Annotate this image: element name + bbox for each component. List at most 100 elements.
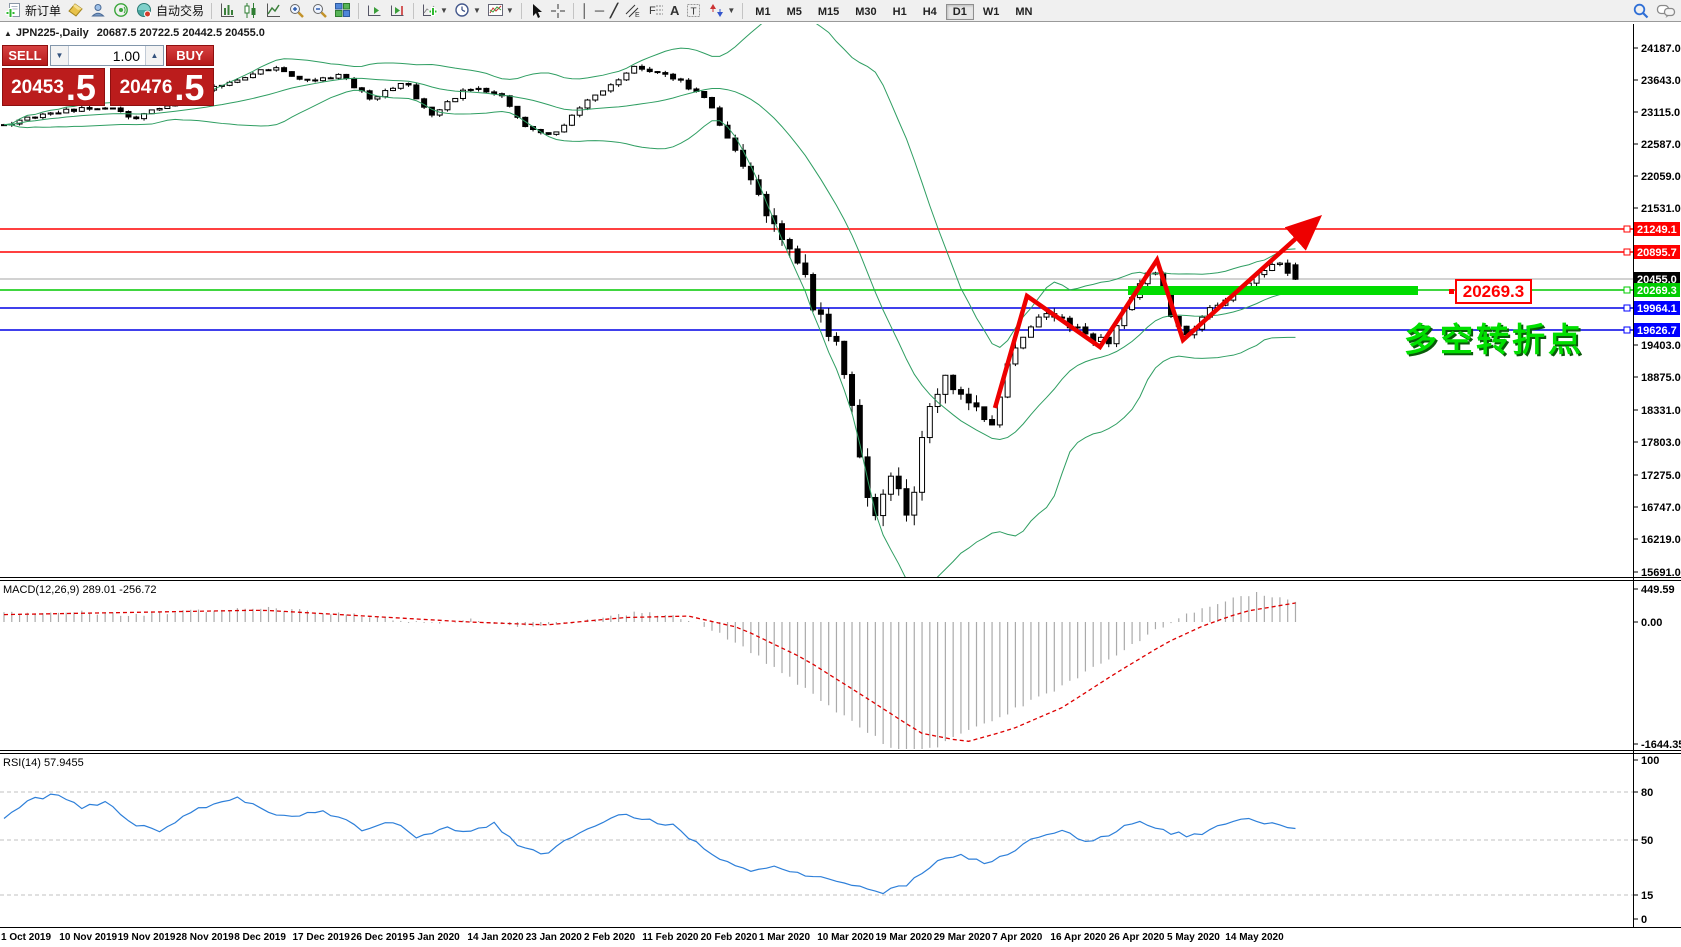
price-badge — [1634, 323, 1680, 337]
text-label-tool[interactable]: T — [682, 1, 705, 21]
axis-tick-label: 24187.0 — [1641, 43, 1681, 55]
date-label: 14 May 2020 — [1225, 932, 1284, 943]
trend-zigzag-arrow — [992, 214, 1323, 409]
buy-price-frac: .5 — [174, 66, 205, 108]
arrows-tool[interactable]: ▼ — [705, 1, 738, 21]
timeframe-button-W1[interactable]: W1 — [982, 5, 1000, 18]
search-button[interactable] — [1629, 1, 1653, 21]
support-zone-band — [1128, 286, 1418, 295]
timeframe-button-H4[interactable]: H4 — [922, 5, 937, 18]
date-label: 26 Apr 2020 — [1109, 932, 1165, 943]
text-icon: A — [669, 3, 680, 18]
tile-windows-icon — [335, 3, 351, 17]
sell-price[interactable]: 20453 .5 — [2, 68, 105, 106]
arrows-icon — [710, 4, 724, 17]
navigator-button[interactable] — [87, 1, 110, 21]
line-anchor-square — [1623, 286, 1631, 294]
one-click-trading-widget: SELL ▼ 1.00 ▲ BUY 20453 .5 20476 .5 — [2, 45, 214, 106]
axis-tick-label: 17275.0 — [1641, 470, 1681, 482]
periods-button[interactable]: ▼ — [451, 1, 484, 21]
timeframe-button-M15[interactable]: M15 — [817, 5, 840, 18]
person-icon — [91, 4, 105, 17]
axis-tick-label: -1644.35 — [1641, 739, 1681, 751]
buy-price-int: 20476 — [119, 77, 173, 98]
chart-shift-button[interactable] — [386, 1, 409, 21]
price-chart-panel[interactable] — [0, 24, 1633, 588]
templates-button[interactable]: ▼ — [484, 1, 517, 21]
metaeditor-button[interactable] — [64, 1, 87, 21]
volume-increase-button[interactable]: ▲ — [145, 46, 163, 65]
auto-trading-button[interactable]: 自动交易 — [133, 1, 207, 21]
candlestick-chart-button[interactable] — [239, 1, 262, 21]
trendline-tool[interactable]: ╱ — [607, 1, 621, 21]
buy-button[interactable]: BUY — [166, 45, 214, 66]
axis-tick-label: 80 — [1641, 787, 1653, 799]
macd-panel[interactable] — [3, 592, 1297, 749]
svg-text:T: T — [691, 7, 697, 18]
new-order-label: 新订单 — [25, 4, 62, 18]
sell-price-int: 20453 — [11, 77, 64, 98]
signal-button[interactable] — [110, 1, 133, 21]
macd-histogram — [3, 592, 1297, 749]
horizontal-line-tool[interactable]: ─ — [592, 1, 607, 21]
new-order-button[interactable]: 新订单 — [2, 1, 64, 21]
clock-icon — [455, 3, 469, 17]
tile-windows-button[interactable] — [331, 1, 354, 21]
axis-tick-label: 22059.0 — [1641, 171, 1681, 183]
bar-chart-button[interactable] — [216, 1, 239, 21]
dropdown-caret-icon: ▼ — [472, 6, 481, 15]
line-anchor-square — [1623, 326, 1631, 334]
chat-button[interactable] — [1653, 1, 1679, 21]
date-axis[interactable]: 1 Oct 2019 10 Nov 2019 19 Nov 2019 28 Nov 2… — [1, 932, 1284, 943]
indicators-button[interactable]: ▼ — [418, 1, 451, 21]
date-label: 11 Feb 2020 — [642, 932, 699, 943]
zoom-out-button[interactable] — [308, 1, 331, 21]
timeframe-button-D1[interactable]: D1 — [945, 3, 974, 20]
rsi-line — [3, 793, 1296, 895]
crosshair-button[interactable] — [547, 1, 569, 21]
fibonacci-tool[interactable]: F — [644, 1, 667, 21]
date-label: 5 May 2020 — [1167, 932, 1220, 943]
auto-scroll-icon — [368, 5, 381, 16]
axis-tick-label: 22587.0 — [1641, 139, 1681, 151]
channel-tool[interactable]: E — [621, 1, 644, 21]
date-label: 26 Dec 2019 — [351, 932, 409, 943]
gold-rhombus-icon — [68, 3, 83, 17]
chat-icon — [1656, 4, 1676, 18]
indicators-icon — [423, 4, 438, 16]
line-chart-button[interactable] — [262, 1, 285, 21]
timeframe-button-MN[interactable]: MN — [1015, 5, 1033, 18]
cursor-button[interactable] — [526, 1, 547, 21]
line-anchor-square — [1623, 225, 1631, 233]
volume-decrease-button[interactable]: ▼ — [51, 46, 69, 65]
date-label: 23 Jan 2020 — [526, 932, 583, 943]
price-axis[interactable]: 24187.0 23643.0 23115.0 22587.0 22059.0 21531… — [0, 24, 1681, 928]
buy-price[interactable]: 20476 .5 — [110, 68, 214, 106]
dropdown-caret-icon: ▼ — [505, 6, 514, 15]
auto-scroll-button[interactable] — [363, 1, 386, 21]
chart-header: ▲ JPN225-,Daily 20687.5 20722.5 20442.5 … — [4, 27, 265, 39]
label-icon: T — [687, 4, 701, 18]
main-toolbar: 新订单 自动交易 ▼ ▼ — [0, 0, 1681, 22]
timeframe-button-M1[interactable]: M1 — [755, 5, 771, 18]
vertical-line-tool[interactable]: │ — [578, 1, 592, 21]
axis-tick-label: 23115.0 — [1641, 107, 1680, 119]
chart-symbol-label: JPN225-,Daily — [15, 27, 89, 39]
volume-input[interactable]: 1.00 — [112, 47, 140, 64]
bollinger-band-line — [3, 24, 1296, 348]
chart-canvas[interactable]: 24187.0 23643.0 23115.0 22587.0 22059.0 21531… — [0, 24, 1681, 947]
timeframe-button-H1[interactable]: H1 — [892, 5, 907, 18]
toolbar-separator — [742, 2, 744, 19]
sell-price-frac: .5 — [65, 66, 96, 108]
auto-trading-label: 自动交易 — [156, 4, 205, 18]
zoom-in-button[interactable] — [285, 1, 308, 21]
text-tool[interactable]: A — [667, 1, 682, 21]
bollinger-band-line — [3, 77, 1296, 441]
line-anchor-square — [1623, 304, 1631, 312]
sell-button[interactable]: SELL — [2, 45, 48, 66]
timeframe-button-M30[interactable]: M30 — [855, 5, 877, 18]
rsi-panel[interactable] — [0, 791, 1633, 896]
axis-tick-label: 15691.0 — [1641, 567, 1681, 579]
timeframe-button-M5[interactable]: M5 — [786, 5, 802, 18]
